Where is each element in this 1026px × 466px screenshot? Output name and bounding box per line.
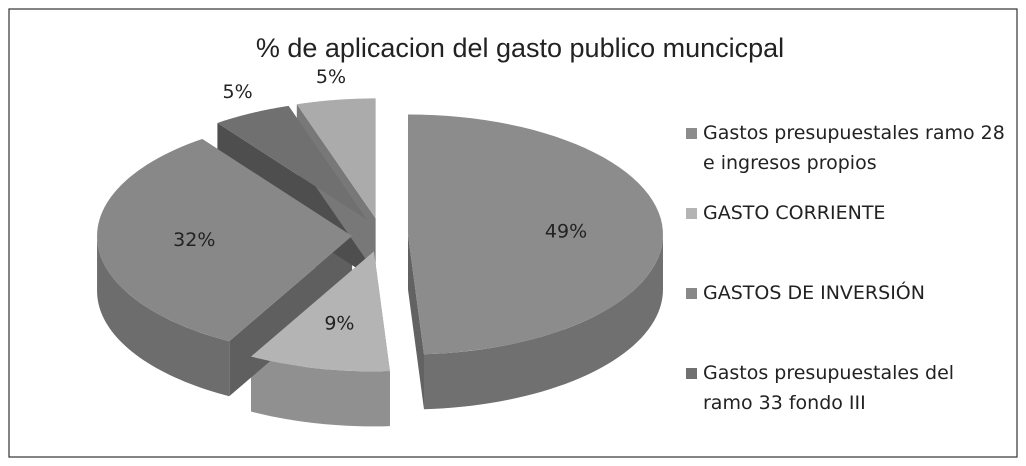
chart-title: % de aplicacion del gasto publico muncic… (256, 33, 784, 63)
legend-label: GASTOS DE INVERSIÓN (703, 282, 925, 304)
slice (217, 105, 368, 221)
slice-side (423, 234, 663, 410)
legend-item: Gastos presupuestales del ramo 33 fondo … (686, 358, 1006, 438)
slice-side (251, 356, 390, 427)
legend-label: Gastos presupuestales del ramo 33 fondo … (703, 362, 955, 414)
slice (97, 138, 353, 342)
slice-wall (407, 234, 424, 410)
data-label: 49% (545, 221, 587, 243)
legend: Gastos presupuestales ramo 28 e ingresos… (686, 118, 1006, 438)
data-label: 5% (223, 81, 253, 103)
legend-swatch (686, 208, 697, 219)
data-label: 32% (173, 229, 215, 251)
legend-swatch (686, 288, 697, 299)
data-label: 5% (316, 66, 346, 88)
slice (407, 114, 663, 355)
legend-swatch (686, 128, 697, 139)
slice (251, 251, 390, 372)
legend-item: GASTOS DE INVERSIÓN (686, 278, 1006, 358)
slice (296, 98, 376, 219)
legend-swatch (686, 368, 697, 379)
legend-item: Gastos presupuestales ramo 28 e ingresos… (686, 118, 1006, 198)
data-label: 9% (324, 313, 354, 335)
slice-side (97, 236, 230, 397)
legend-label: GASTO CORRIENTE (703, 202, 886, 224)
legend-item: GASTO CORRIENTE (686, 198, 1006, 278)
legend-label: Gastos presupuestales ramo 28 e ingresos… (703, 122, 1005, 174)
